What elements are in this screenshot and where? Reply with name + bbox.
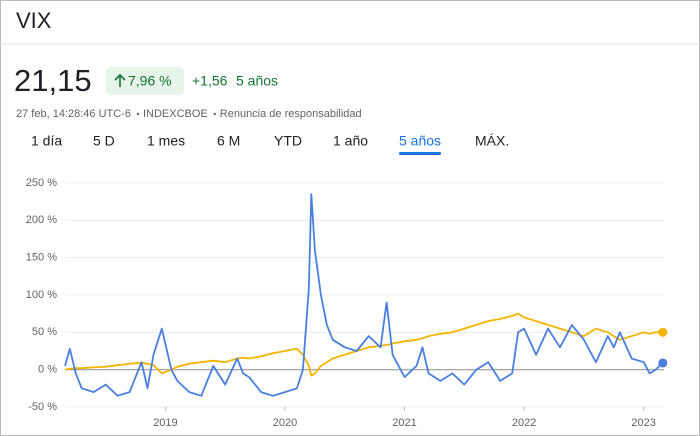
meta-text: Renuncia de responsabilidad: [220, 108, 362, 120]
change-abs: +1,56: [192, 73, 228, 89]
tab[interactable]: 1 año: [333, 133, 368, 149]
end-dot: [658, 327, 668, 337]
meta-text: INDEXCBOE: [143, 108, 208, 120]
tab[interactable]: 6 M: [217, 133, 240, 149]
price: 21,15: [14, 63, 92, 98]
y-tick-label: 150 %: [26, 252, 57, 264]
x-tick-label: 2021: [392, 417, 416, 429]
y-tick-label: 50 %: [32, 326, 57, 338]
tab[interactable]: MÁX.: [475, 133, 509, 149]
dot-separator: [213, 112, 216, 116]
meta-line: 27 feb, 14:28:46 UTC-6 INDEXCBOE Renuncia …: [16, 108, 362, 120]
y-tick-label: 250 %: [26, 177, 57, 189]
meta-text: 27 feb, 14:28:46 UTC-6: [16, 108, 131, 120]
dot-separator: [136, 112, 140, 116]
up-arrow: [114, 73, 126, 87]
tabs: 1 día 5 D 1 mes 6 M YTD 1 año 5 años MÁX.: [31, 133, 509, 155]
change-badge: [106, 67, 184, 95]
y-tick-label: 100 %: [26, 289, 57, 301]
tab[interactable]: 5 años: [399, 133, 441, 149]
tab[interactable]: 5 D: [93, 133, 115, 149]
y-tick-label: 0 %: [38, 364, 57, 376]
end-dot: [658, 358, 668, 368]
tab[interactable]: YTD: [274, 133, 302, 149]
title: VIX: [16, 8, 52, 33]
x-tick-label: 2022: [512, 417, 536, 429]
x-tick-label: 2019: [153, 417, 177, 429]
tab[interactable]: 1 mes: [147, 133, 185, 149]
series-line: [64, 193, 664, 397]
y-tick-label: -50 %: [28, 401, 57, 413]
tab-underline: [399, 152, 442, 155]
period: 5 años: [236, 73, 278, 89]
chart: -50 % 0 % 50 % 100 % 150 % 200 % 250 % 2019 2020…: [26, 177, 668, 429]
x-tick-label: 2023: [631, 417, 655, 429]
x-tick-label: 2020: [273, 417, 297, 429]
change-percent: 7,96 %: [128, 73, 172, 89]
tab[interactable]: 1 día: [31, 133, 62, 149]
y-tick-label: 200 %: [26, 214, 57, 226]
series-line: [64, 312, 663, 377]
